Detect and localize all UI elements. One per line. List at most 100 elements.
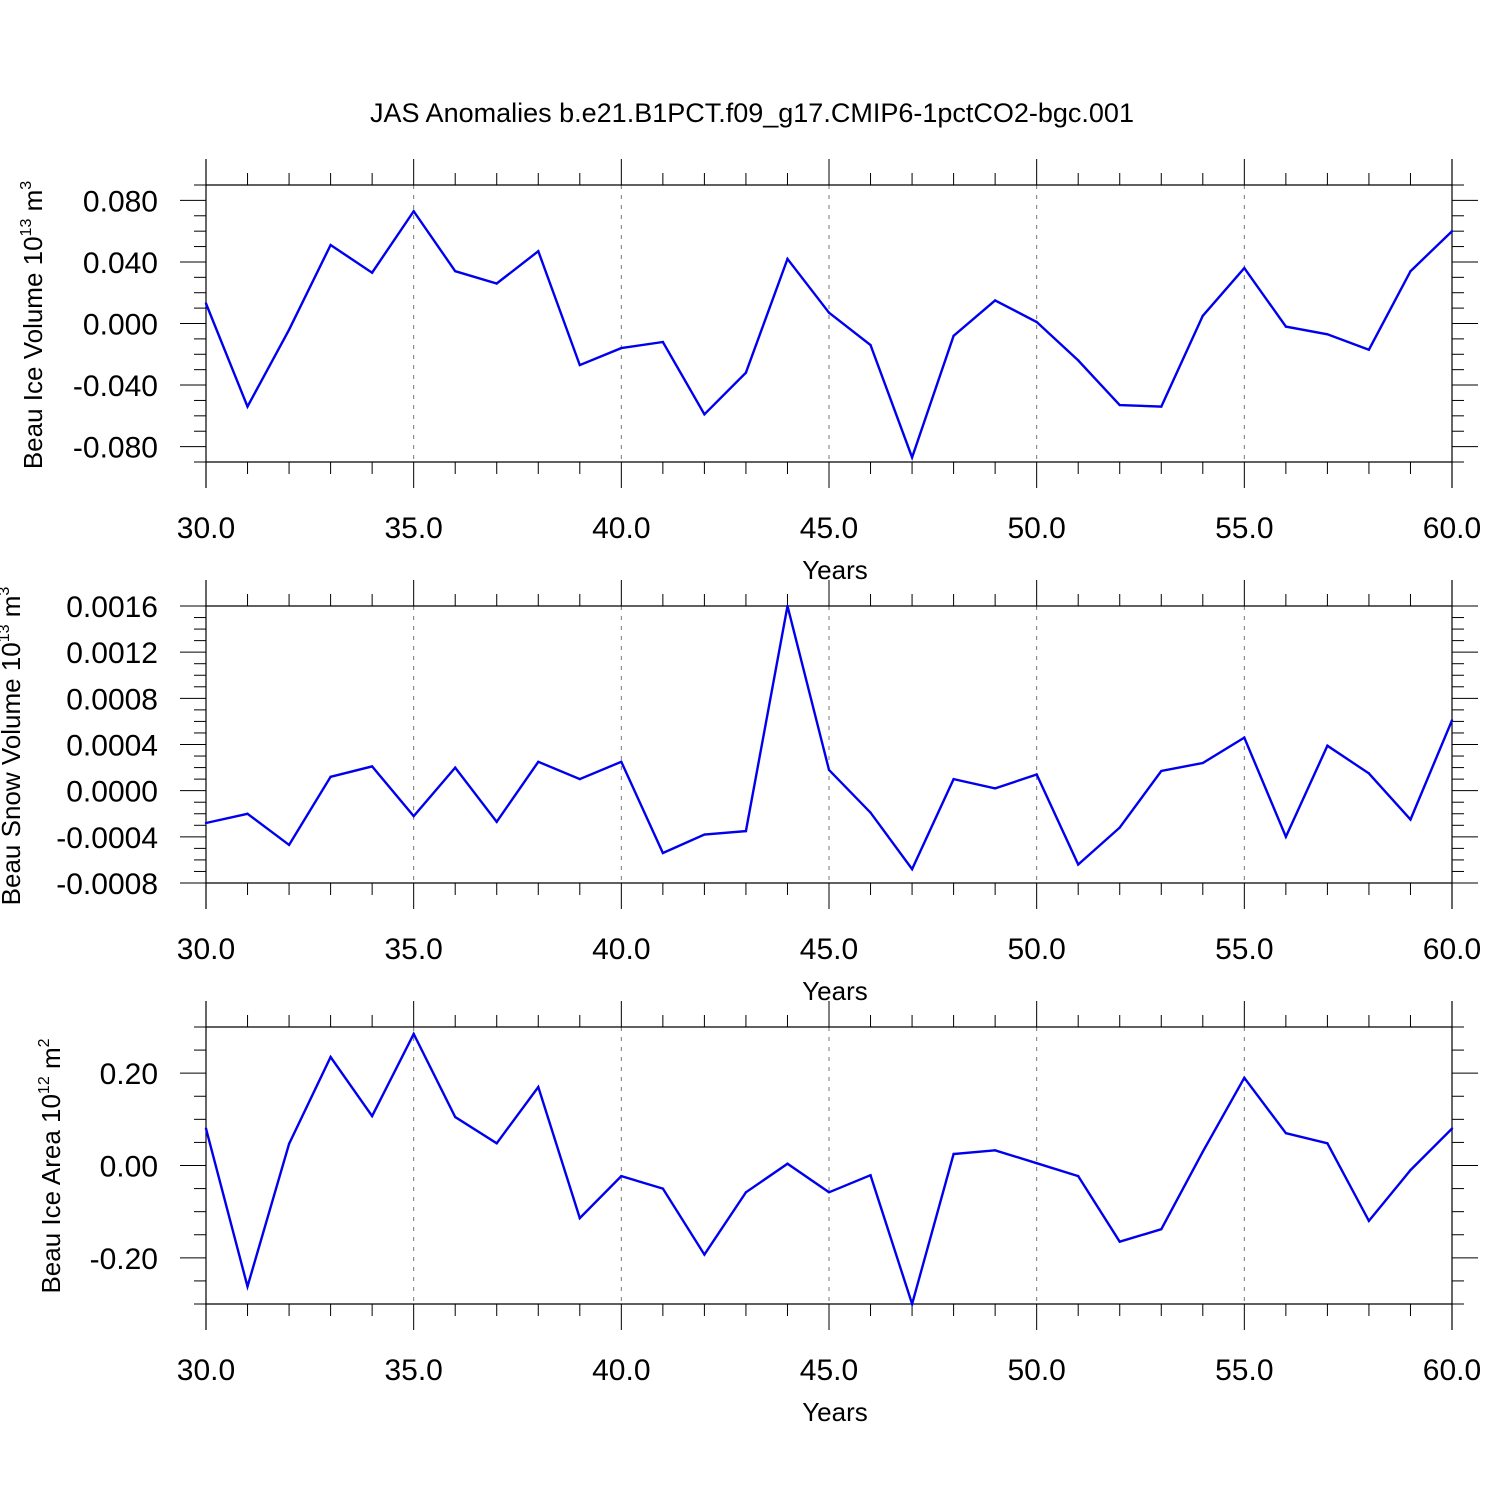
data-point — [329, 775, 332, 779]
data-point — [1160, 405, 1163, 408]
data-point — [1077, 863, 1080, 866]
y-axis-label-text: Beau Ice Volume 10 — [18, 236, 48, 469]
data-point — [910, 1302, 914, 1306]
y-axis-label-unit-exponent: 3 — [0, 587, 13, 596]
x-tick-label: 60.0 — [1423, 1354, 1481, 1387]
data-point — [370, 765, 374, 768]
data-point — [454, 269, 457, 273]
data-point — [827, 768, 831, 772]
data-point — [578, 777, 581, 781]
y-tick-label: 0.000 — [83, 309, 158, 342]
data-point — [1284, 835, 1288, 839]
data-point — [1201, 314, 1205, 318]
data-point — [1243, 1076, 1246, 1079]
data-point — [1035, 773, 1038, 776]
data-point — [537, 1085, 540, 1089]
y-axis-label-unit: m — [36, 1047, 66, 1076]
data-point — [1326, 744, 1329, 747]
data-point — [703, 413, 706, 416]
data-point — [412, 1032, 415, 1036]
data-point — [661, 851, 665, 855]
data-point — [620, 346, 623, 350]
y-tick-label: -0.0008 — [56, 868, 158, 901]
data-point — [869, 1173, 872, 1177]
data-point — [246, 1285, 249, 1288]
data-point — [1284, 325, 1288, 328]
data-point — [454, 766, 457, 769]
data-point — [495, 1142, 498, 1145]
x-tick-label: 55.0 — [1215, 512, 1273, 545]
data-point — [1450, 719, 1454, 722]
data-point — [370, 271, 374, 274]
y-axis-label-exponent: 13 — [18, 219, 35, 237]
data-point — [1409, 269, 1412, 273]
data-point — [703, 1253, 706, 1256]
data-point — [786, 604, 789, 608]
x-tick-label: 60.0 — [1423, 933, 1481, 966]
data-point — [661, 340, 665, 344]
y-axis-label-unit: m — [0, 596, 26, 625]
data-point — [287, 843, 291, 847]
y-tick-label: 0.0000 — [66, 776, 158, 809]
data-point — [1243, 266, 1246, 270]
data-point — [578, 363, 581, 367]
data-point — [744, 371, 748, 374]
data-point — [329, 1055, 332, 1059]
data-point — [1326, 333, 1329, 336]
data-point — [1367, 348, 1371, 351]
data-point — [1450, 1127, 1454, 1130]
data-point — [827, 1191, 831, 1194]
x-tick-label: 55.0 — [1215, 933, 1273, 966]
x-tick-label: 40.0 — [592, 933, 650, 966]
x-tick-label: 35.0 — [384, 512, 442, 545]
x-tick-label: 55.0 — [1215, 1354, 1273, 1387]
data-point — [537, 760, 540, 764]
y-axis-label: Beau Ice Area 1012 m2 — [36, 1038, 66, 1293]
x-tick-label: 45.0 — [800, 933, 858, 966]
y-tick-label: 0.040 — [83, 247, 158, 280]
data-point — [495, 820, 498, 824]
y-axis-label-exponent: 13 — [0, 624, 13, 642]
panel-2: 30.0 35.0 40.0 45.0 50.0 55.0 60.0 Years -0.0008… — [0, 580, 1481, 1006]
y-axis-label-text: Beau Ice Area 10 — [36, 1094, 66, 1293]
y-tick-label: -0.20 — [90, 1243, 158, 1276]
data-point — [1243, 736, 1246, 739]
data-point — [329, 243, 332, 247]
x-axis-label: Years — [802, 976, 868, 1006]
data-point — [744, 829, 748, 833]
data-point — [204, 1127, 208, 1130]
data-point — [993, 787, 997, 790]
data-point — [786, 257, 789, 261]
data-point — [952, 334, 955, 338]
data-point — [910, 456, 914, 459]
x-tick-label: 50.0 — [1007, 512, 1065, 545]
data-point — [287, 328, 291, 331]
data-point — [827, 311, 831, 314]
data-point — [287, 1142, 291, 1146]
data-point — [1201, 761, 1205, 765]
y-tick-label: 0.0016 — [66, 591, 158, 624]
y-tick-label: 0.0008 — [66, 683, 158, 716]
data-point — [578, 1216, 581, 1220]
y-tick-label: 0.080 — [83, 185, 158, 218]
panel-3: 30.0 35.0 40.0 45.0 50.0 55.0 60.0 Years -0.20 0.… — [36, 1001, 1481, 1427]
y-tick-label: -0.040 — [73, 370, 158, 403]
data-point — [869, 343, 872, 347]
data-point — [910, 867, 914, 871]
y-tick-label: -0.0004 — [56, 822, 158, 855]
data-point — [1284, 1131, 1288, 1135]
panels: 30.0 35.0 40.0 45.0 50.0 55.0 60.0 Years -0.080 -… — [0, 159, 1481, 1427]
data-point — [1118, 1240, 1121, 1243]
data-point — [744, 1191, 748, 1194]
data-point — [1326, 1142, 1329, 1145]
data-point — [204, 302, 208, 305]
data-point — [703, 833, 706, 836]
y-axis-label-unit-exponent: 2 — [36, 1038, 53, 1047]
x-tick-label: 30.0 — [177, 512, 235, 545]
data-point — [495, 282, 498, 285]
x-axis-label: Years — [802, 1397, 868, 1427]
data-point — [1450, 229, 1454, 233]
data-point — [993, 299, 997, 302]
y-tick-label: 0.0004 — [66, 730, 158, 763]
